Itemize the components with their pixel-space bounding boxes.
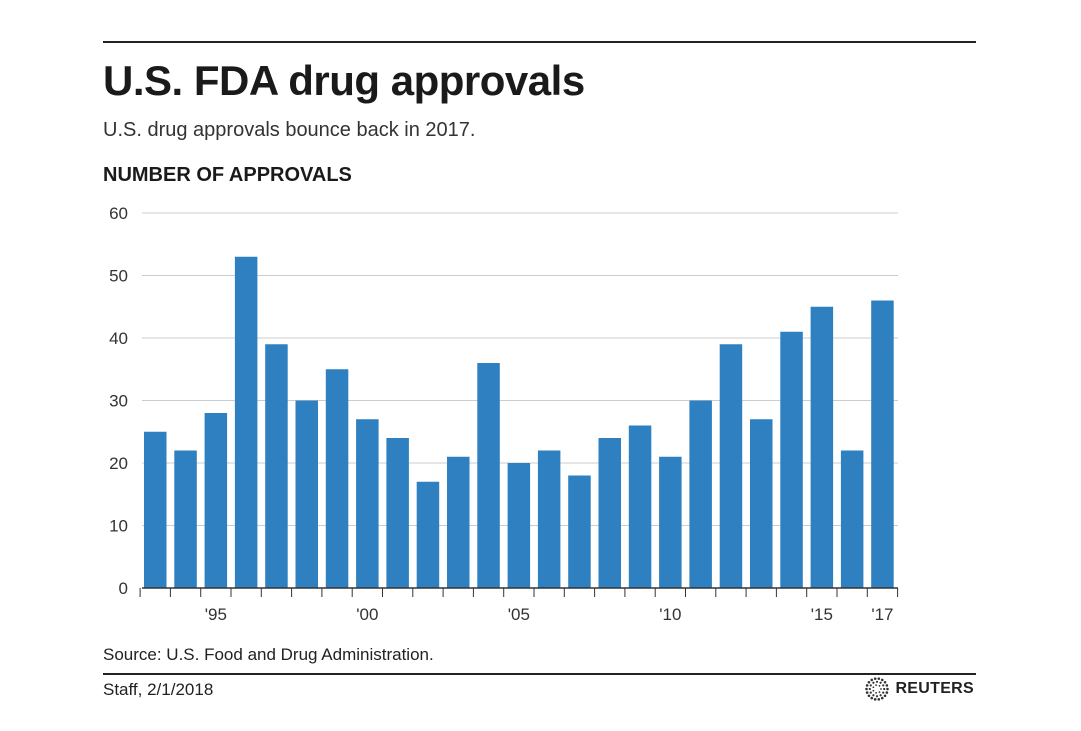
bar-2017 <box>871 300 894 588</box>
chart-subtitle: U.S. drug approvals bounce back in 2017. <box>103 119 476 141</box>
bar-2011 <box>689 400 712 588</box>
y-tick-label: 60 <box>109 204 128 223</box>
reuters-logo: REUTERS <box>865 677 974 701</box>
chart-title: U.S. FDA drug approvals <box>103 57 585 104</box>
bar-1998 <box>295 400 318 588</box>
tick-labels: 0 10 20 30 40 50 60 '95 '00 '05 '10 '15 '17 <box>109 204 893 624</box>
x-tick-label: '00 <box>356 605 378 624</box>
bar-2013 <box>750 419 773 588</box>
bar-1995 <box>204 413 228 588</box>
y-tick-label: 40 <box>109 329 128 348</box>
x-axis <box>139 587 899 597</box>
bar-2003 <box>447 456 470 588</box>
bar-1999 <box>325 369 349 588</box>
bar-1993 <box>144 431 167 588</box>
bar-2006 <box>537 450 561 588</box>
bar-2000 <box>356 419 379 588</box>
reuters-dot-circle-icon <box>865 677 890 701</box>
bar-1996 <box>234 256 258 588</box>
source-note: Source: U.S. Food and Drug Administratio… <box>103 645 434 664</box>
y-tick-label: 10 <box>109 517 128 536</box>
bar-2015 <box>810 306 834 588</box>
y-tick-label: 0 <box>119 579 128 598</box>
bar-2012 <box>719 344 743 588</box>
bar-2016 <box>840 450 864 588</box>
top-rule <box>103 41 976 43</box>
bar-1994 <box>174 450 197 588</box>
x-tick-label: '10 <box>659 605 681 624</box>
bars <box>144 256 894 588</box>
x-tick-label: '05 <box>508 605 530 624</box>
y-tick-label: 50 <box>109 267 128 286</box>
bar-2009 <box>628 425 652 588</box>
bar-2005 <box>507 463 531 588</box>
bar-2004 <box>477 363 500 588</box>
x-tick-label: '15 <box>811 605 833 624</box>
bar-2002 <box>416 481 440 588</box>
bar-2001 <box>386 438 409 588</box>
bar-2008 <box>598 438 621 588</box>
y-tick-label: 20 <box>109 454 128 473</box>
bar-2014 <box>780 331 803 588</box>
x-tick-label: '95 <box>205 605 227 624</box>
y-tick-label: 30 <box>109 392 128 411</box>
x-tick-label: '17 <box>871 605 893 624</box>
credit-line: Staff, 2/1/2018 <box>103 680 214 699</box>
y-axis-label: NUMBER OF APPROVALS <box>103 164 352 186</box>
bar-2007 <box>568 475 591 588</box>
bar-2010 <box>659 456 682 588</box>
bottom-rule <box>103 673 976 675</box>
bar-1997 <box>265 344 288 588</box>
logo-text: REUTERS <box>895 680 974 697</box>
